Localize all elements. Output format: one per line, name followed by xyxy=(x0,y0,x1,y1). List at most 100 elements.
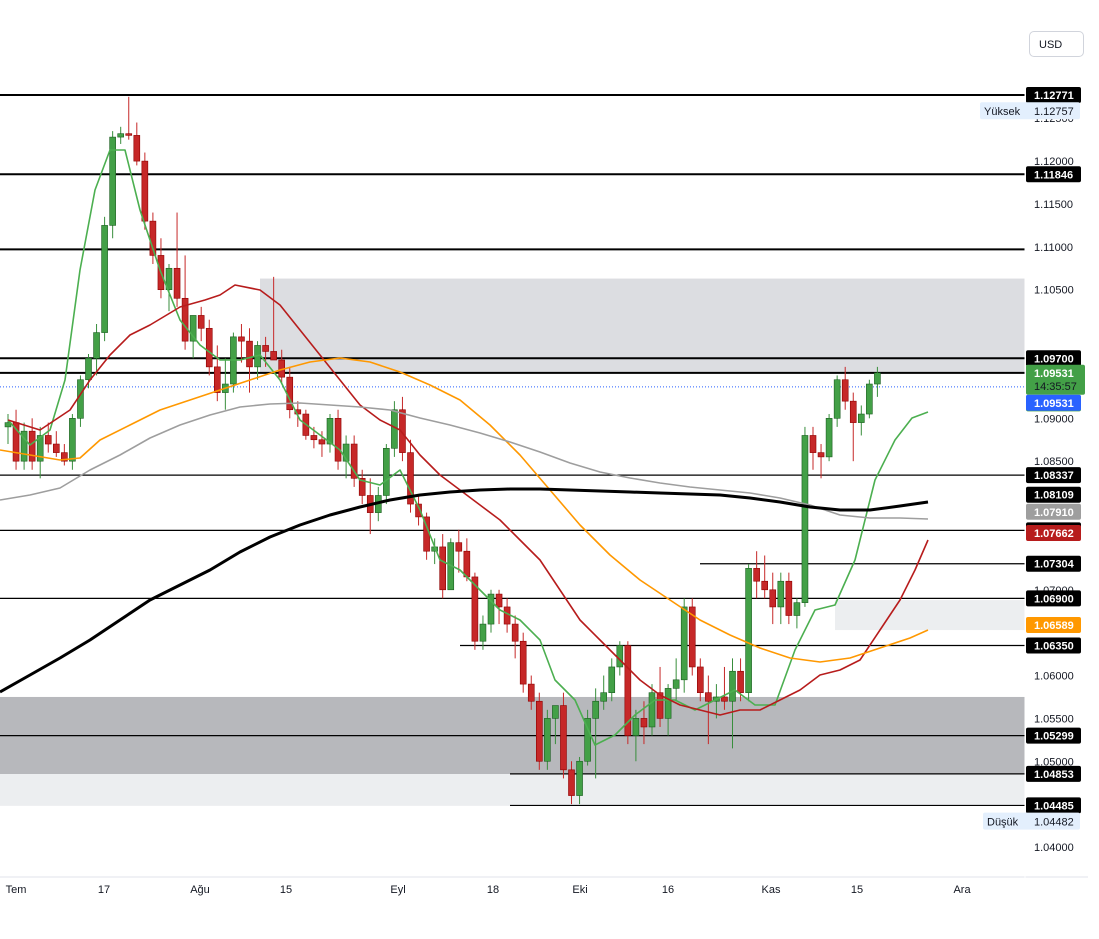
y-tick-label-4: 1.10500 xyxy=(1034,285,1074,297)
moving-average-4 xyxy=(0,487,929,694)
candle-body-41 xyxy=(334,418,342,462)
zone-0 xyxy=(260,278,1025,373)
currency-selector[interactable]: USD xyxy=(1029,31,1084,57)
y-tick-label-2: 1.11500 xyxy=(1034,199,1073,211)
candle-body-89 xyxy=(721,696,728,702)
candle-body-83 xyxy=(672,679,680,689)
candle-body-47 xyxy=(383,448,390,496)
candle-body-11 xyxy=(93,332,100,359)
y-tick-label-9: 1.05500 xyxy=(1034,713,1074,725)
candle-body-70 xyxy=(568,769,575,796)
x-tick-label-5: 18 xyxy=(487,884,499,896)
x-tick-label-8: Kas xyxy=(762,884,781,896)
candle-body-14 xyxy=(117,133,124,138)
indicator-tag-2-bg xyxy=(1026,503,1081,520)
candle-body-54 xyxy=(439,546,447,591)
candle-body-93 xyxy=(753,568,760,582)
candle-body-10 xyxy=(85,357,92,381)
candle-body-6 xyxy=(52,443,60,453)
candle-body-77 xyxy=(624,645,632,736)
candle-body-95 xyxy=(769,589,777,608)
candle-body-73 xyxy=(592,700,599,719)
indicator-tag-4: 1.06589 xyxy=(1034,620,1074,632)
candle-body-29 xyxy=(238,336,245,342)
level-tag-11: 1.04853 xyxy=(1034,769,1074,781)
moving-average-0 xyxy=(7,149,929,746)
candle-body-81 xyxy=(656,692,664,719)
level-tag-10-bg xyxy=(1026,727,1081,744)
indicator-tag-4-bg xyxy=(1026,617,1081,634)
level-tag-3: 1.09700 xyxy=(1034,353,1074,365)
candle-body-44 xyxy=(358,478,366,496)
candle-body-50 xyxy=(407,452,414,505)
candle-body-20 xyxy=(165,267,173,291)
candle-body-63 xyxy=(511,623,519,642)
low-label-bg xyxy=(983,812,1080,830)
candle-body-67 xyxy=(544,718,551,762)
candle-body-103 xyxy=(833,379,841,419)
candle-body-7 xyxy=(61,452,68,462)
high-label-value: 1.12757 xyxy=(1034,106,1074,118)
candle-body-74 xyxy=(600,692,608,702)
candle-body-2 xyxy=(20,430,28,462)
y-tick-label-8: 1.06000 xyxy=(1034,671,1074,683)
candle-body-23 xyxy=(189,315,197,342)
indicator-tag-1: 1.08109 xyxy=(1034,490,1074,502)
level-tag-1-bg xyxy=(1026,166,1081,183)
moving-average-2 xyxy=(0,357,929,663)
candle-body-12 xyxy=(101,225,108,333)
y-tick-label-10: 1.05000 xyxy=(1034,756,1074,768)
candle-body-38 xyxy=(310,435,318,441)
moving-average-1 xyxy=(7,284,929,716)
level-tag-7-bg xyxy=(1026,555,1081,572)
candle-body-85 xyxy=(688,606,696,668)
candle-body-94 xyxy=(761,580,769,591)
level-tag-8: 1.06900 xyxy=(1034,593,1074,605)
candle-body-104 xyxy=(841,379,849,402)
current-price-box xyxy=(1026,364,1085,395)
low-label-text: Düşük xyxy=(987,817,1019,829)
candle-body-76 xyxy=(616,645,624,668)
indicator-tag-3: 1.07662 xyxy=(1034,528,1074,540)
candle-body-71 xyxy=(576,760,583,796)
x-tick-label-9: 15 xyxy=(851,884,863,896)
indicator-tag-3-bg xyxy=(1026,525,1081,542)
level-tag-9: 1.06350 xyxy=(1034,641,1074,653)
candle-body-78 xyxy=(632,718,640,736)
level-tag-5: 1.08337 xyxy=(1034,470,1074,482)
candle-body-72 xyxy=(584,718,591,762)
candle-body-56 xyxy=(455,542,463,552)
candle-body-62 xyxy=(503,606,511,625)
candle-body-102 xyxy=(825,418,833,458)
level-tag-1: 1.11846 xyxy=(1034,169,1073,181)
candle-body-100 xyxy=(809,435,817,453)
x-tick-label-10: Ara xyxy=(953,884,971,896)
y-tick-label-6: 1.08500 xyxy=(1034,456,1074,468)
x-tick-label-2: Ağu xyxy=(190,884,210,896)
candle-body-49 xyxy=(399,409,406,453)
candle-body-99 xyxy=(801,435,809,603)
candle-body-51 xyxy=(415,503,422,518)
candle-body-101 xyxy=(817,452,825,458)
candle-body-16 xyxy=(133,135,141,162)
candle-body-75 xyxy=(608,666,616,693)
current-price-tag: 1.09531 xyxy=(1034,368,1074,380)
candle-body-64 xyxy=(519,640,527,685)
candle-body-22 xyxy=(181,297,189,342)
candle-body-13 xyxy=(109,136,116,226)
candle-body-84 xyxy=(680,606,688,681)
candle-body-65 xyxy=(527,683,535,702)
bid-price-tag: 1.09531 xyxy=(1034,398,1074,410)
candle-body-39 xyxy=(318,439,326,445)
level-tag-3-bg xyxy=(1026,350,1081,367)
high-label-bg xyxy=(980,102,1080,120)
candle-body-0 xyxy=(4,422,12,428)
y-tick-label-1: 1.12000 xyxy=(1034,156,1074,168)
candle-body-79 xyxy=(640,718,648,728)
candle-body-92 xyxy=(745,568,752,693)
x-tick-label-0: Tem xyxy=(6,884,27,896)
x-tick-label-7: 16 xyxy=(662,884,674,896)
candle-body-40 xyxy=(326,418,334,445)
